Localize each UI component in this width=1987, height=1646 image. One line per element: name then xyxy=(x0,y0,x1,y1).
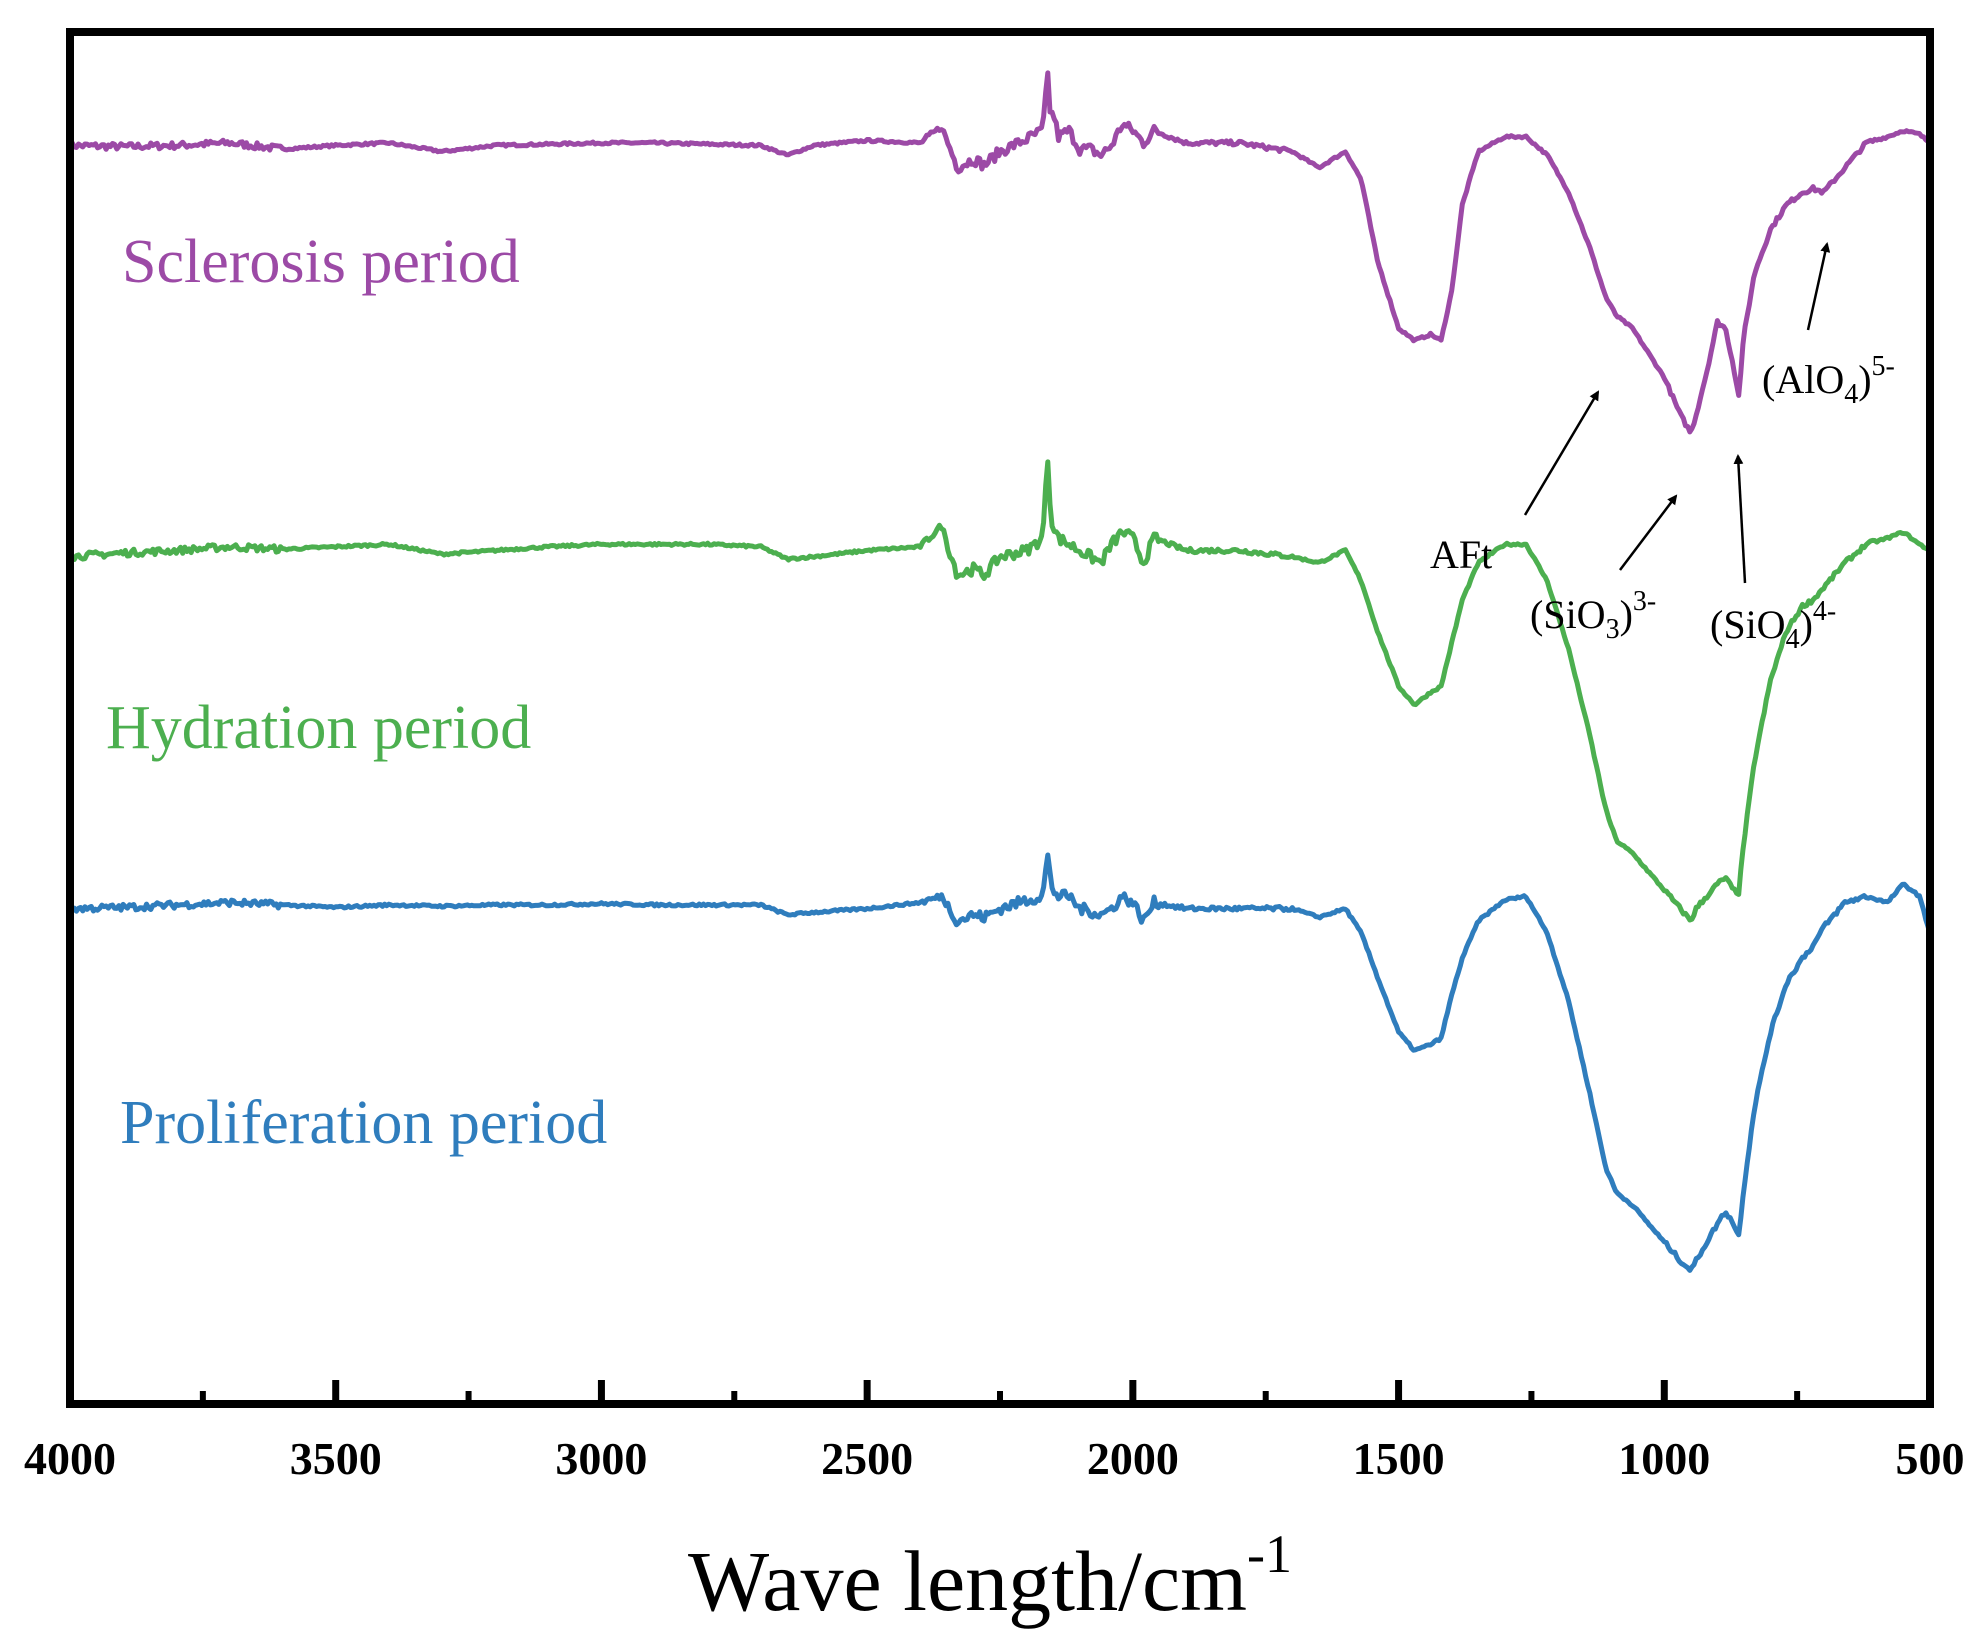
series-label-proliferation-period: Proliferation period xyxy=(120,1089,607,1157)
annotation-sio33: (SiO3)3- xyxy=(1530,586,1656,645)
series-label-hydration-period: Hydration period xyxy=(106,694,531,762)
x-tick-label: 1000 xyxy=(1618,1433,1710,1484)
series-line-hydration-period xyxy=(67,459,1933,923)
x-tick-label: 2000 xyxy=(1087,1433,1179,1484)
annotation-arrow xyxy=(1806,242,1831,331)
x-axis-tick-labels: 4000 3500 3000 2500 2000 1500 1000 500 xyxy=(24,1433,1965,1484)
series-labels: Sclerosis period Hydration period Prolifer… xyxy=(106,228,607,1157)
x-tick-label: 2500 xyxy=(821,1433,913,1484)
x-tick-label: 1500 xyxy=(1353,1433,1445,1484)
series-label-sclerosis-period: Sclerosis period xyxy=(122,228,520,296)
x-tick-label: 3000 xyxy=(555,1433,647,1484)
series-group xyxy=(67,70,1933,1273)
series-line-proliferation-period xyxy=(67,852,1933,1273)
annotation-arrow xyxy=(1619,494,1678,571)
x-tick-label: 3500 xyxy=(290,1433,382,1484)
annotation-arrow xyxy=(1733,454,1747,584)
x-tick-label: 4000 xyxy=(24,1433,116,1484)
x-tick-label: 500 xyxy=(1896,1433,1965,1484)
annotation-sio44: (SiO4)4- xyxy=(1710,596,1836,655)
x-axis-title: Wave length/cm-1 xyxy=(688,1524,1292,1629)
annotation-arrow xyxy=(1523,390,1600,516)
annotation-alo45: (AlO4)5- xyxy=(1762,351,1895,410)
annotations: AFt (SiO3)3- (SiO4)4- (AlO4)5- xyxy=(1430,242,1895,655)
x-axis-ticks xyxy=(66,1380,1934,1404)
series-line-sclerosis-period xyxy=(67,70,1933,435)
annotation-aft: AFt xyxy=(1430,532,1492,577)
